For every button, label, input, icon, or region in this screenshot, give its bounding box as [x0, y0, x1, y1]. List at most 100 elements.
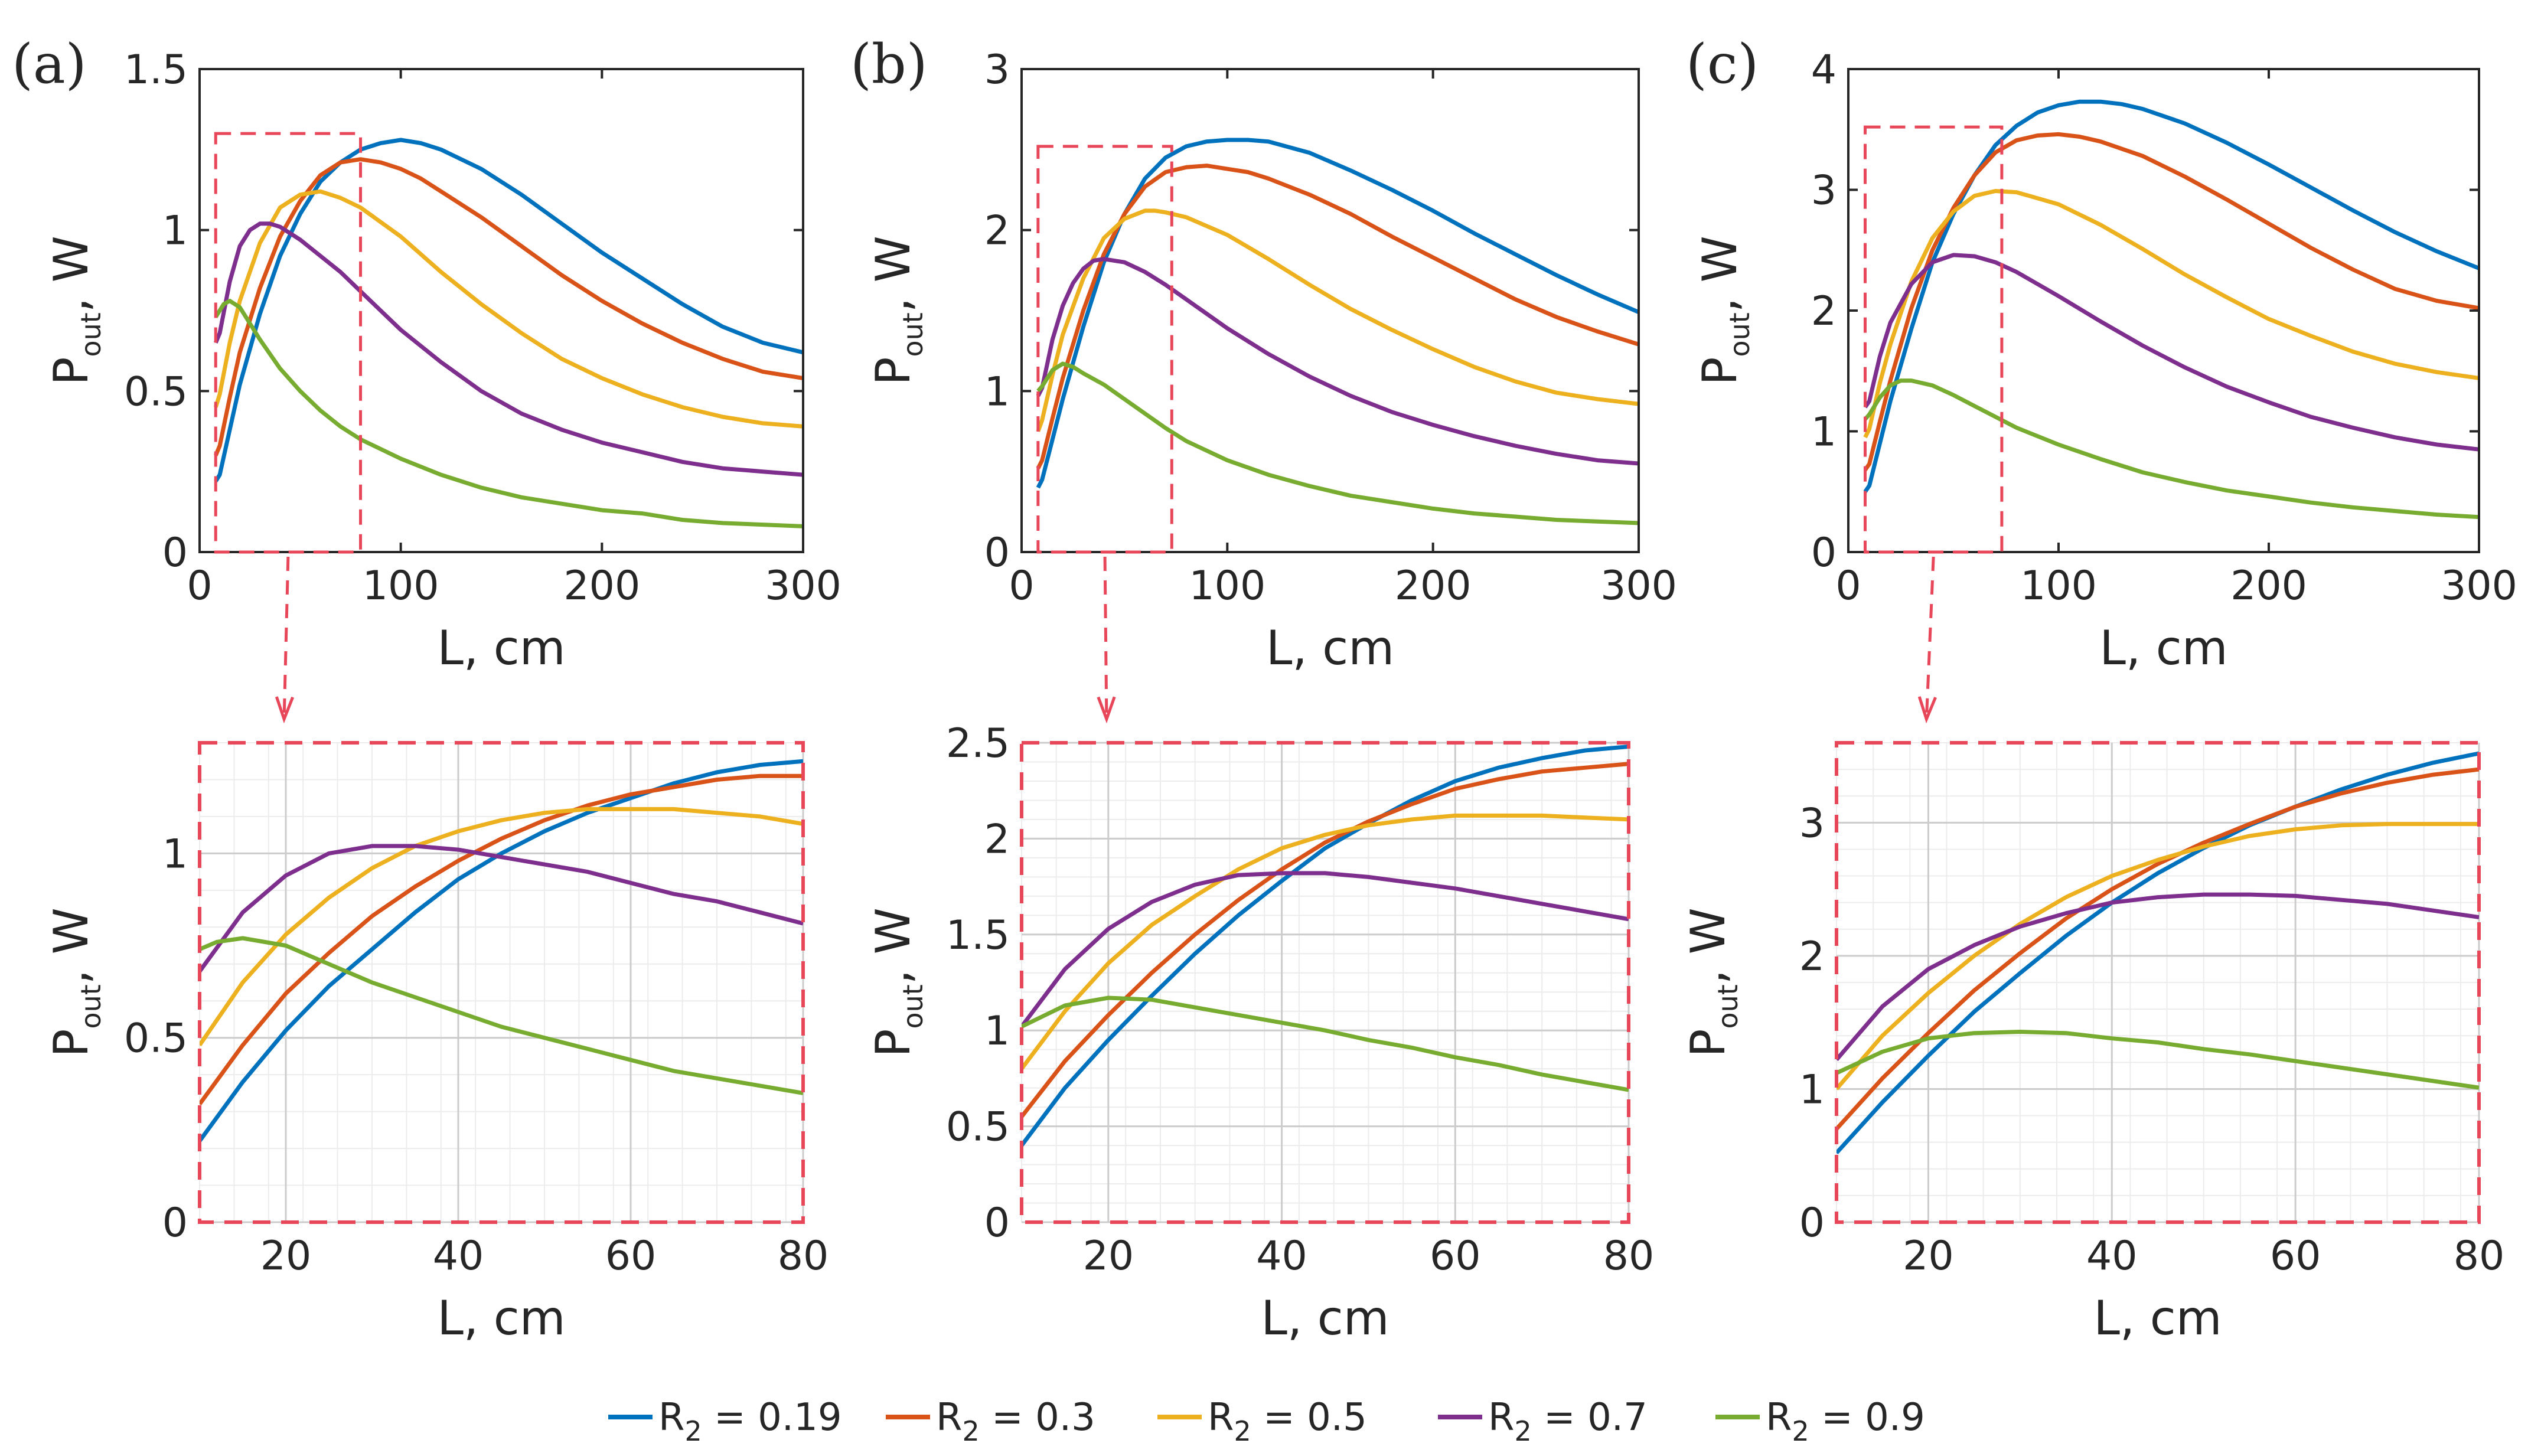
y-tick-label: 1.5: [124, 47, 188, 93]
series-line-R019: [1022, 745, 1629, 1147]
legend-item-R07: R2 = 0.7: [1438, 1396, 1648, 1447]
y-label-sub: out: [75, 984, 107, 1029]
x-tick-label: 60: [2270, 1233, 2321, 1279]
zoom-arrow-line: [282, 556, 290, 720]
y-label-sub: out: [897, 984, 929, 1029]
y-tick-label: 0: [162, 1200, 188, 1246]
x-tick-label: 200: [563, 563, 640, 609]
x-axis-label: L, cm: [437, 621, 565, 675]
zoom-arrow-head: [1917, 696, 1937, 724]
x-axis-label: L, cm: [2099, 621, 2227, 675]
x-tick-label: 100: [1189, 563, 1265, 609]
zoom-frame: [198, 741, 805, 1224]
y-label-main: P: [44, 1029, 99, 1057]
y-axis-label: Pout, W: [1681, 907, 1744, 1057]
y-tick-label: 2: [984, 816, 1010, 863]
legend-label: R2 = 0.19: [658, 1396, 842, 1447]
y-tick-label: 0: [984, 530, 1010, 576]
tick-labels: 20 40 60 80 0 0.5 1: [124, 831, 828, 1279]
panel-label: (b): [850, 32, 928, 96]
zoom-frame: [1835, 741, 2481, 1224]
series-line-R07: [1837, 892, 2479, 1062]
x-axis-label: L, cm: [437, 1291, 565, 1346]
series-line-R03: [200, 773, 803, 1106]
legend-label: R2 = 0.7: [1488, 1396, 1648, 1447]
series-group: [200, 759, 803, 1142]
x-tick-label: 0: [1009, 563, 1034, 609]
x-axis-label: L, cm: [1266, 621, 1394, 675]
y-tick-label: 2: [1799, 933, 1825, 980]
axes-frame: [198, 68, 804, 553]
y-tick-label: 2: [984, 208, 1010, 254]
series-group: [1036, 138, 1639, 525]
series-line-R07: [214, 221, 803, 477]
y-label-sub: out: [1724, 312, 1756, 357]
y-tick-label: 2.5: [946, 720, 1010, 767]
panel-label: (c): [1686, 32, 1759, 96]
x-tick-label: 20: [1083, 1233, 1134, 1279]
y-tick-label: 0: [984, 1200, 1010, 1246]
series-line-R07: [1022, 871, 1629, 1028]
y-tick-label: 4: [1811, 47, 1837, 93]
y-label-sub: out: [75, 312, 107, 357]
y-label-rest: , W: [1681, 907, 1736, 984]
y-tick-label: 3: [1811, 168, 1837, 214]
legend-label: R2 = 0.3: [936, 1396, 1095, 1447]
zoom-arrow-line: [1103, 556, 1108, 720]
y-axis-label: Pout, W: [44, 236, 107, 386]
y-tick-label: 0: [162, 530, 188, 576]
x-tick-label: 60: [1430, 1233, 1481, 1279]
series-line-R05: [213, 189, 803, 429]
series-line-R09: [200, 936, 803, 1095]
y-label-rest: , W: [44, 236, 99, 312]
series-line-R09: [1022, 995, 1629, 1092]
tick-marks: [1847, 68, 2480, 553]
x-tick-label: 300: [2441, 563, 2517, 609]
x-tick-label: 20: [260, 1233, 312, 1279]
series-line-R03: [1837, 767, 2479, 1131]
legend-label-sub: 2: [1514, 1415, 1531, 1447]
series-line-R03: [1863, 132, 2479, 471]
legend-label-rest: = 0.7: [1532, 1396, 1648, 1439]
y-tick-label: 1: [984, 368, 1010, 415]
chart-zoom-c: 20 40 60 80 0 1 2 3 L, cm Pout, W: [1681, 741, 2505, 1346]
series-line-R05: [200, 807, 803, 1047]
axes-frame: [1020, 68, 1640, 553]
legend-label-rest: = 0.3: [980, 1396, 1095, 1439]
x-tick-label: 60: [605, 1233, 657, 1279]
chart-main-b: (b) 0 100 200 300 0 1 2 3 L, cm Pout, W: [850, 32, 1677, 675]
x-tick-label: 100: [2020, 563, 2097, 609]
y-tick-label: 0.5: [946, 1104, 1010, 1151]
tick-labels: 20 40 60 80 0 1 2 3: [1799, 800, 2505, 1279]
series-line-R019: [200, 759, 803, 1142]
x-tick-label: 0: [1835, 563, 1861, 609]
series-line-R019: [1837, 751, 2479, 1155]
legend-label-main: R: [1208, 1396, 1234, 1439]
series-line-R07: [1863, 253, 2479, 452]
series-group: [1837, 751, 2479, 1155]
minor-grid: [199, 742, 803, 1223]
series-line-R03: [1036, 164, 1639, 469]
y-tick-label: 1: [1811, 409, 1837, 456]
zoom-arrow-head: [1097, 696, 1116, 724]
chart-main-c: (c) 0 100 200 300 0 1 2 3 4 L, cm Pout, W: [1686, 32, 2517, 675]
chart-zoom-b: 20 40 60 80 0 0.5 1 1.5 2 2.5 L, cm Pout, W: [866, 720, 1654, 1346]
x-tick-label: 40: [2086, 1233, 2138, 1279]
legend-label-rest: = 0.9: [1809, 1396, 1925, 1439]
legend-item-R05: R2 = 0.5: [1157, 1396, 1367, 1447]
y-label-rest: , W: [1692, 236, 1747, 312]
chart-zoom-a: 20 40 60 80 0 0.5 1 L, cm Pout, W: [44, 741, 828, 1346]
zoom-region-box: [214, 132, 363, 554]
legend-label: R2 = 0.9: [1766, 1396, 1925, 1447]
y-tick-label: 1: [162, 831, 188, 877]
x-tick-label: 80: [1603, 1233, 1655, 1279]
y-axis-label: Pout, W: [44, 907, 107, 1057]
y-label-rest: , W: [866, 236, 921, 312]
y-tick-label: 1: [1799, 1066, 1825, 1113]
legend-item-R03: R2 = 0.3: [886, 1396, 1095, 1447]
y-tick-label: 1.5: [946, 912, 1010, 959]
y-label-main: P: [1681, 1029, 1736, 1057]
y-tick-label: 0: [1811, 530, 1837, 576]
series-line-R019: [1036, 138, 1639, 489]
legend-label-sub: 2: [1792, 1415, 1809, 1447]
